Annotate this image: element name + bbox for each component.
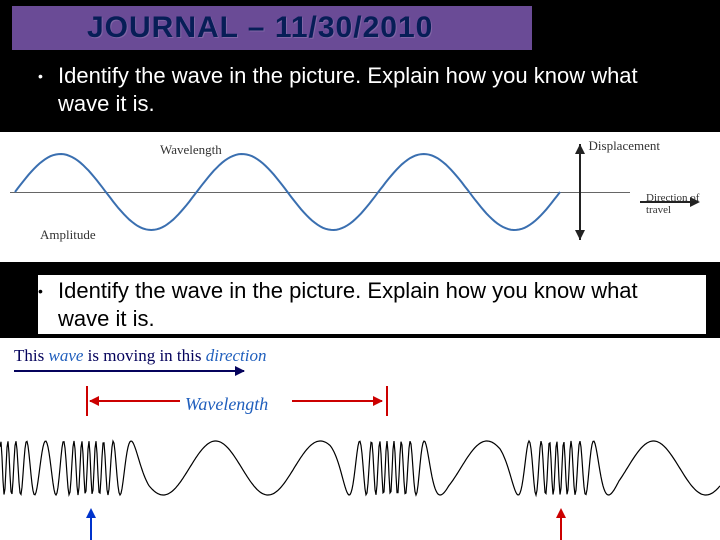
wavelength-arrow-left-icon xyxy=(90,400,180,402)
diagram-longitudinal-wave: This wave is moving in this direction Wa… xyxy=(0,338,720,540)
compression-arrow-icon xyxy=(560,510,562,540)
wavelength-tick-icon xyxy=(86,386,88,416)
page-title: JOURNAL – 11/30/2010 xyxy=(87,11,433,45)
label-wavelength: Wavelength xyxy=(160,142,222,158)
longitudinal-wave-svg xyxy=(0,438,720,508)
bullet-1-text: Identify the wave in the picture. Explai… xyxy=(58,62,688,117)
label-amplitude: Amplitude xyxy=(40,227,96,243)
wavelength-arrow-right-icon xyxy=(292,400,382,402)
bullet-2-text: Identify the wave in the picture. Explai… xyxy=(58,277,688,332)
bullet-dot-icon: • xyxy=(38,277,58,332)
bullet-2: • Identify the wave in the picture. Expl… xyxy=(38,275,706,334)
txt: is moving in this xyxy=(83,346,205,365)
wavelength-tick-icon xyxy=(386,386,388,416)
txt-em: wave xyxy=(48,346,83,365)
label-direction-of-travel: Direction of travel xyxy=(646,192,716,216)
txt-em: direction xyxy=(206,346,267,365)
rarefaction-arrow-icon xyxy=(90,510,92,540)
label-displacement: Displacement xyxy=(589,138,660,154)
diagram-transverse-wave: Wavelength Displacement Amplitude Direct… xyxy=(0,132,720,262)
bullet-1: • Identify the wave in the picture. Expl… xyxy=(38,62,688,117)
direction-arrow-icon xyxy=(14,370,244,372)
label-wave-moving: This wave is moving in this direction xyxy=(14,346,267,366)
txt: This xyxy=(14,346,48,365)
label-wavelength-2: Wavelength xyxy=(185,394,268,415)
bullet-dot-icon: • xyxy=(38,62,58,117)
title-bar: JOURNAL – 11/30/2010 xyxy=(12,6,532,50)
